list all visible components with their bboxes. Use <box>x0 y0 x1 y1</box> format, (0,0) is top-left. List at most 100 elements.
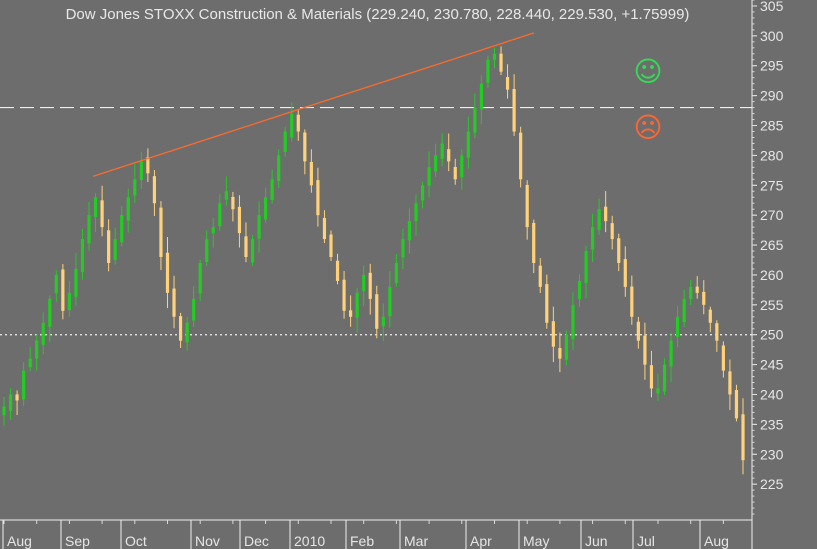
candle-body <box>172 288 176 317</box>
x-tick-label: Aug <box>704 533 729 549</box>
candle-body <box>296 114 300 132</box>
candle-body <box>407 221 412 241</box>
x-tick-label: Oct <box>125 533 147 549</box>
reference-lines <box>0 106 752 336</box>
candle-body <box>113 239 117 260</box>
candle-body <box>440 143 444 159</box>
candle-body <box>512 89 516 132</box>
candle-body <box>604 206 608 222</box>
candle-body <box>159 207 163 258</box>
candle-body <box>322 217 327 240</box>
candle-body <box>669 340 673 367</box>
candle-body <box>597 209 601 230</box>
candle-body <box>734 390 739 419</box>
candle-body <box>715 323 719 341</box>
y-tick-label: 255 <box>760 297 784 313</box>
candle-body <box>368 272 372 299</box>
candle-body <box>649 365 654 389</box>
candle-body <box>571 304 575 340</box>
y-tick-label: 275 <box>760 177 784 193</box>
candle-body <box>231 196 235 210</box>
candle-body <box>342 279 346 311</box>
candle-body <box>466 131 470 158</box>
candle-body <box>8 394 13 412</box>
smiley-icon: ☺ <box>633 55 662 88</box>
candle-body <box>349 310 353 317</box>
candle-body <box>74 268 78 297</box>
candle-body <box>473 107 477 133</box>
candle-body <box>656 388 660 394</box>
candle-body <box>178 316 183 341</box>
candle-body <box>460 155 464 178</box>
candle-body <box>623 259 627 287</box>
candle-body <box>630 286 634 317</box>
candle-body <box>185 322 189 343</box>
candles <box>2 46 745 475</box>
candle-body <box>499 53 503 72</box>
candle-body <box>519 132 523 180</box>
trendline <box>92 32 535 177</box>
candle-body <box>277 155 281 182</box>
candle-body <box>41 322 45 345</box>
candle-body <box>100 200 104 228</box>
candle-body <box>355 292 359 318</box>
frowny-icon: ☹ <box>633 111 662 144</box>
candle-body <box>139 161 143 181</box>
x-tick-label: Mar <box>404 533 428 549</box>
y-tick-label: 265 <box>760 237 784 253</box>
candle-body <box>15 394 19 401</box>
candle-body <box>316 180 320 216</box>
candle-body <box>636 321 640 341</box>
x-tick-label: Feb <box>350 533 374 549</box>
y-tick-label: 285 <box>760 118 784 134</box>
candle-body <box>309 161 313 186</box>
candle-body <box>335 260 340 281</box>
chart-title: Dow Jones STOXX Construction & Materials… <box>65 6 690 23</box>
candle-body <box>165 252 170 293</box>
candle-body <box>120 215 124 243</box>
x-tick-label: Jun <box>585 533 608 549</box>
candle-body <box>381 316 385 327</box>
candle-body <box>401 239 405 258</box>
y-tick-label: 235 <box>760 416 784 432</box>
candle-body <box>237 206 242 234</box>
x-tick-label: Nov <box>195 533 220 549</box>
candle-body <box>486 59 490 83</box>
candle-body <box>538 265 542 287</box>
candle-body <box>28 358 32 368</box>
y-tick-label: 240 <box>760 386 784 402</box>
candle-body <box>375 294 379 329</box>
candle-body <box>662 364 667 392</box>
candle-body <box>558 348 562 359</box>
candle-body <box>211 227 215 234</box>
candle-body <box>270 179 274 200</box>
candle-body <box>192 298 196 321</box>
candle-body <box>224 191 228 200</box>
x-tick-label: Sep <box>65 533 90 549</box>
x-tick-label: Dec <box>244 533 269 549</box>
candle-body <box>80 239 85 273</box>
candle-body <box>107 230 111 263</box>
candle-body <box>689 286 693 300</box>
y-tick-label: 225 <box>760 476 784 492</box>
candle-body <box>564 334 569 360</box>
candle-body <box>551 321 555 347</box>
candle-body <box>54 274 58 294</box>
candle-body <box>617 238 621 263</box>
y-tick-label: 305 <box>760 0 784 14</box>
candle-body <box>643 335 647 365</box>
y-tick-label: 300 <box>760 28 784 44</box>
y-tick-label: 230 <box>760 446 784 462</box>
y-tick-label: 295 <box>760 58 784 74</box>
candle-body <box>35 340 39 359</box>
candle-body <box>695 286 699 293</box>
candle-body <box>244 236 248 258</box>
candle-body <box>577 280 582 300</box>
candle-body <box>708 309 712 323</box>
candle-body <box>453 166 457 180</box>
y-tick-label: 290 <box>760 88 784 104</box>
candle-body <box>420 185 425 201</box>
candle-body <box>61 269 65 311</box>
candle-body <box>303 132 307 162</box>
x-tick-label: Aug <box>7 533 32 549</box>
